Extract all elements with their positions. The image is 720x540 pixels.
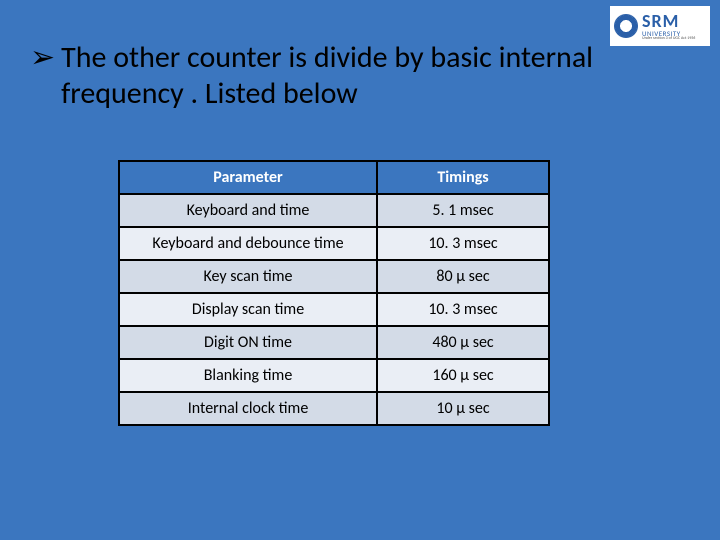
table-row: Internal clock time 10 μ sec bbox=[119, 392, 549, 425]
cell-parameter: Keyboard and time bbox=[119, 194, 377, 227]
table-row: Display scan time 10. 3 msec bbox=[119, 293, 549, 326]
bullet-block: ➢ The other counter is divide by basic i… bbox=[30, 40, 690, 112]
cell-parameter: Display scan time bbox=[119, 293, 377, 326]
logo-main: SRM bbox=[642, 12, 695, 30]
cell-timing: 10. 3 msec bbox=[377, 227, 549, 260]
cell-parameter: Blanking time bbox=[119, 359, 377, 392]
table-row: Keyboard and time 5. 1 msec bbox=[119, 194, 549, 227]
logo-text: SRM UNIVERSITY Under section 3 of UGC Ac… bbox=[642, 12, 695, 41]
cell-parameter: Digit ON time bbox=[119, 326, 377, 359]
table-row: Key scan time 80 μ sec bbox=[119, 260, 549, 293]
cell-parameter: Internal clock time bbox=[119, 392, 377, 425]
table-row: Digit ON time 480 μ sec bbox=[119, 326, 549, 359]
cell-timing: 10 μ sec bbox=[377, 392, 549, 425]
cell-parameter: Keyboard and debounce time bbox=[119, 227, 377, 260]
table-row: Keyboard and debounce time 10. 3 msec bbox=[119, 227, 549, 260]
bullet-arrow-icon: ➢ bbox=[30, 40, 55, 76]
col-header-parameter: Parameter bbox=[119, 161, 377, 194]
timings-table: Parameter Timings Keyboard and time 5. 1… bbox=[118, 160, 550, 426]
cell-parameter: Key scan time bbox=[119, 260, 377, 293]
logo-emblem-icon bbox=[614, 14, 638, 38]
col-header-timings: Timings bbox=[377, 161, 549, 194]
bullet-row: ➢ The other counter is divide by basic i… bbox=[30, 40, 690, 112]
cell-timing: 10. 3 msec bbox=[377, 293, 549, 326]
table-row: Blanking time 160 μ sec bbox=[119, 359, 549, 392]
cell-timing: 80 μ sec bbox=[377, 260, 549, 293]
bullet-text: The other counter is divide by basic int… bbox=[61, 40, 690, 112]
cell-timing: 480 μ sec bbox=[377, 326, 549, 359]
table-header-row: Parameter Timings bbox=[119, 161, 549, 194]
cell-timing: 160 μ sec bbox=[377, 359, 549, 392]
slide: SRM UNIVERSITY Under section 3 of UGC Ac… bbox=[0, 0, 720, 540]
cell-timing: 5. 1 msec bbox=[377, 194, 549, 227]
timings-table-wrap: Parameter Timings Keyboard and time 5. 1… bbox=[118, 160, 550, 426]
